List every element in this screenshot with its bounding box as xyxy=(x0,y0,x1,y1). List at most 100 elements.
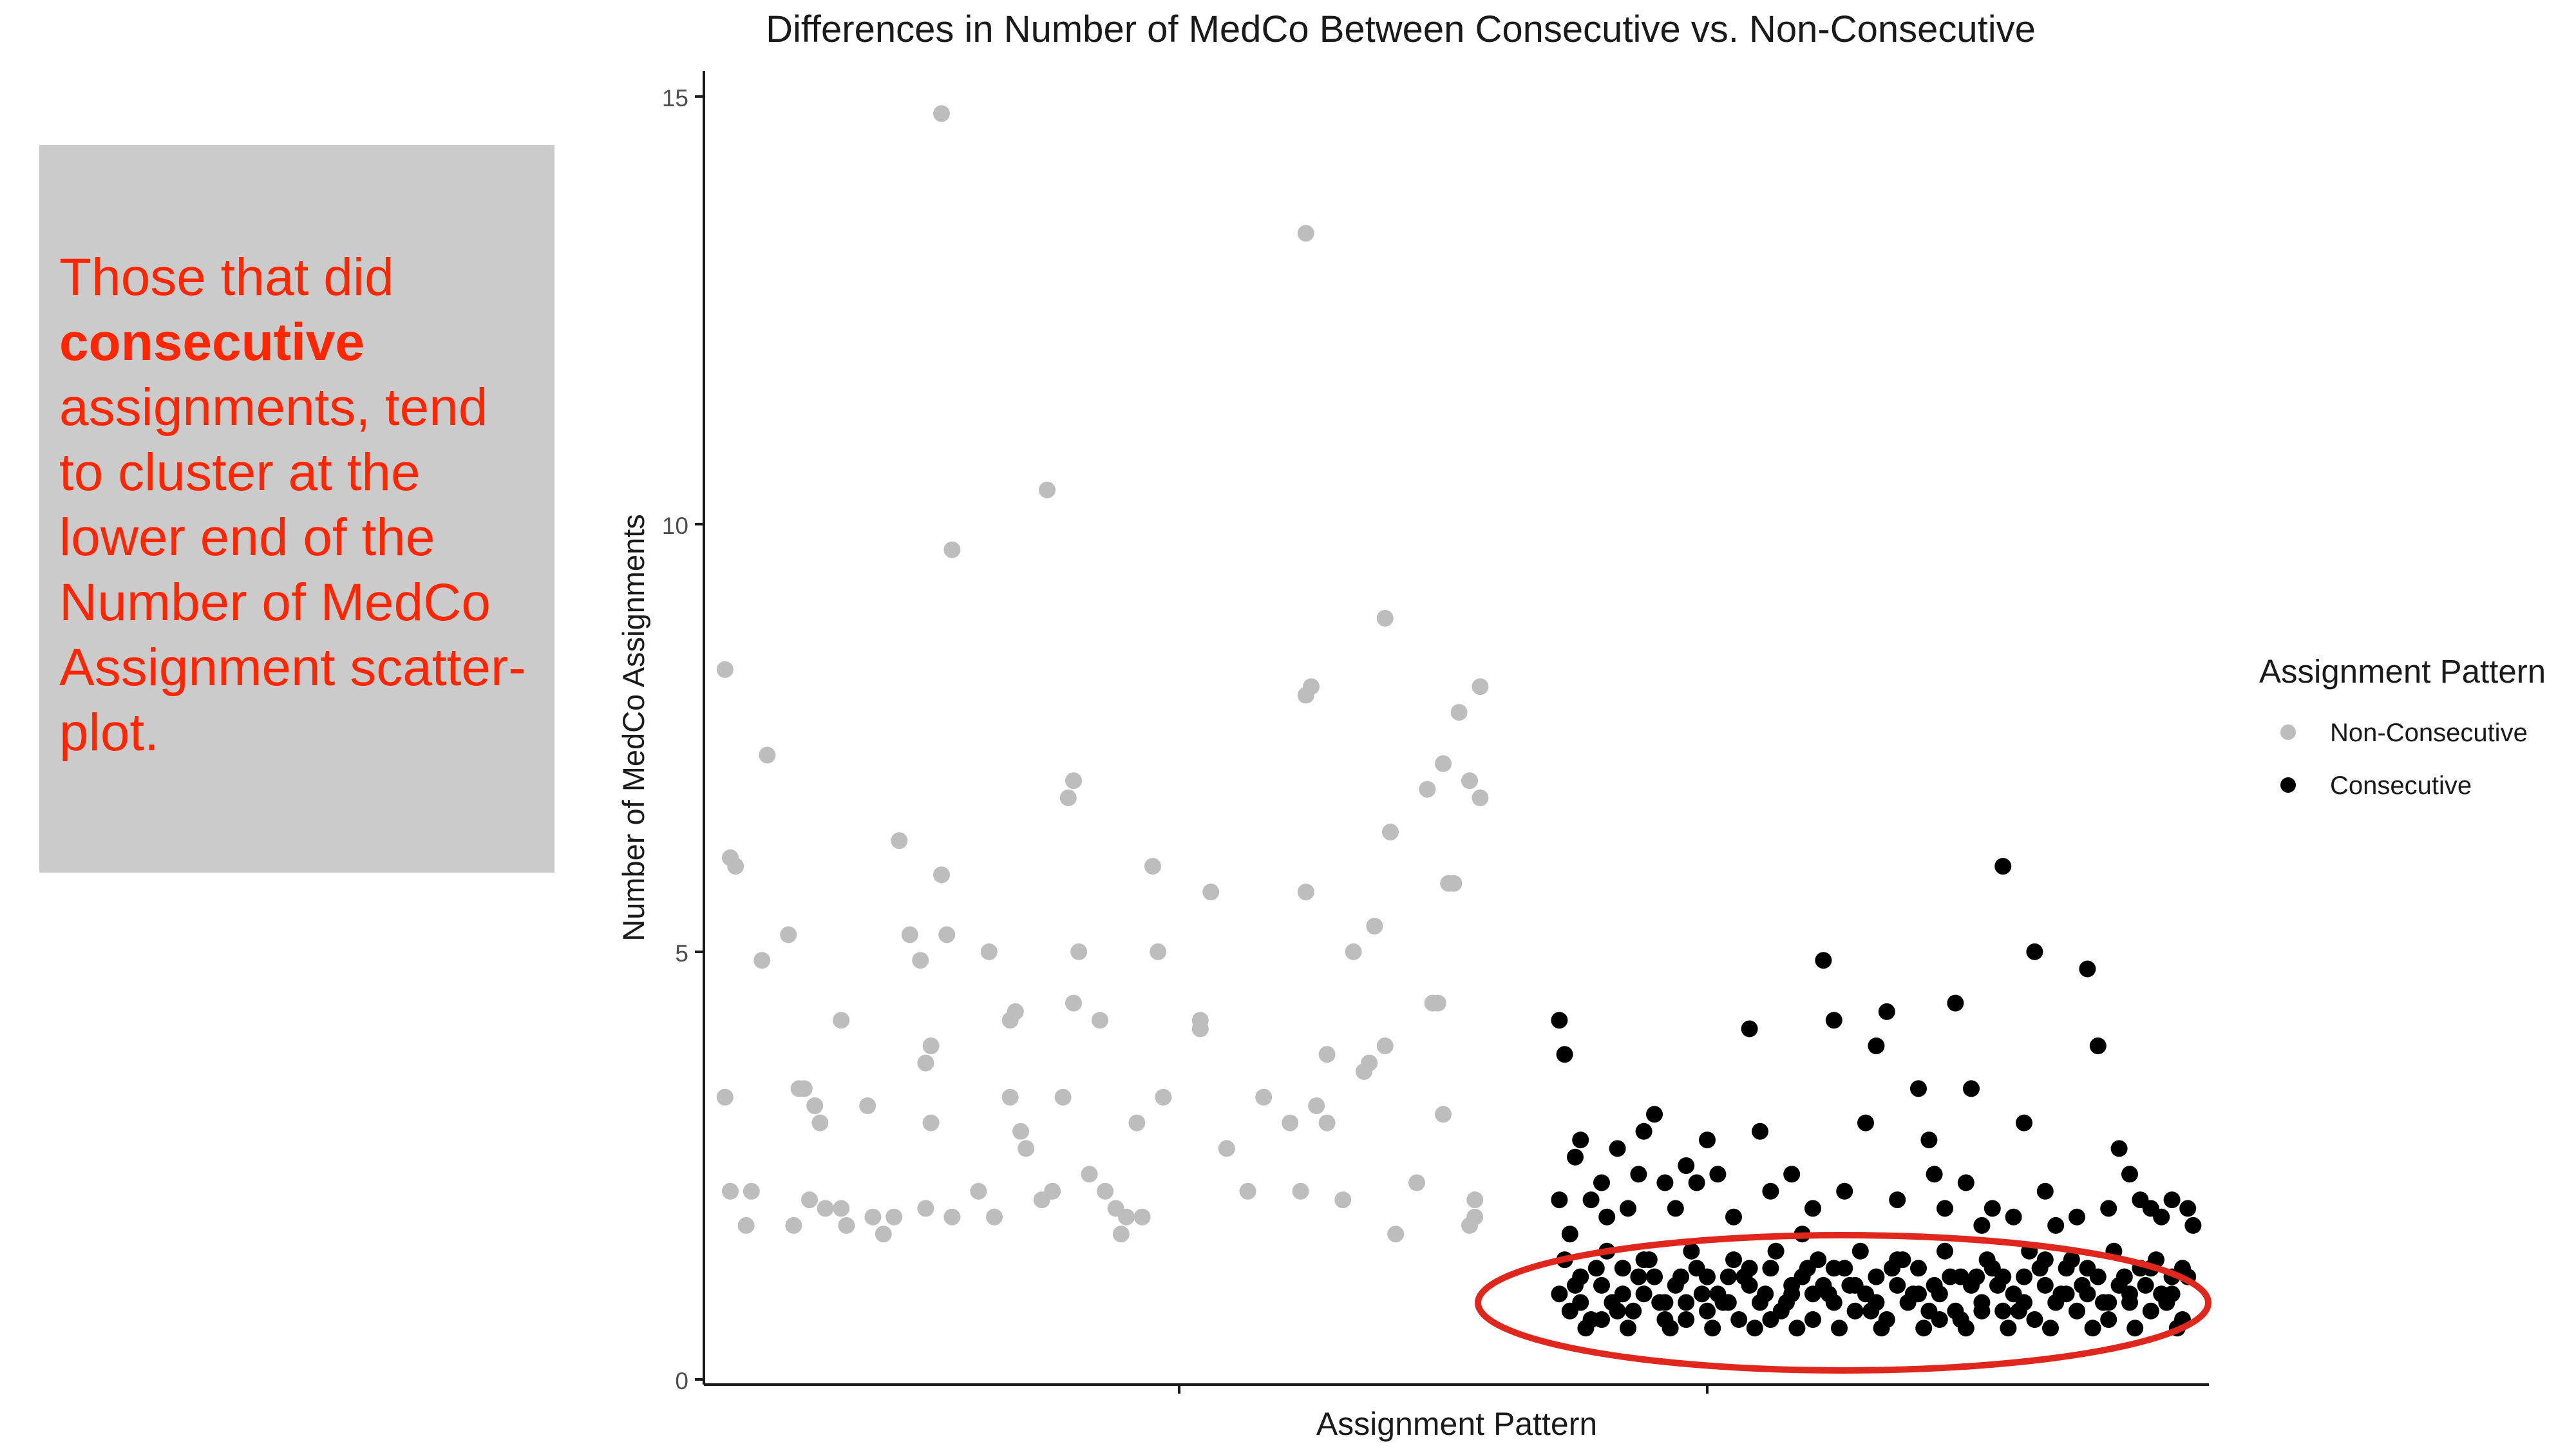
non-consecutive-point xyxy=(1450,704,1468,721)
consecutive-point xyxy=(1752,1122,1768,1140)
non-consecutive-point xyxy=(1018,1140,1035,1157)
consecutive-point xyxy=(1567,1148,1584,1166)
consecutive-point xyxy=(1778,1294,1795,1311)
consecutive-point xyxy=(2036,1251,2054,1269)
consecutive-point xyxy=(1678,1311,1695,1328)
non-consecutive-point xyxy=(1070,943,1088,960)
non-consecutive-point xyxy=(1218,1140,1235,1157)
consecutive-point xyxy=(1973,1302,1991,1320)
non-consecutive-point xyxy=(785,1217,802,1234)
non-consecutive-point xyxy=(1334,1191,1352,1209)
consecutive-point xyxy=(2142,1302,2159,1320)
consecutive-point xyxy=(1620,1320,1636,1337)
y-tick-label: 0 xyxy=(675,1368,688,1394)
legend-label: Non-Consecutive xyxy=(2330,719,2528,747)
callout-line-before: Those that did xyxy=(59,248,394,307)
consecutive-point xyxy=(2100,1311,2117,1328)
consecutive-point xyxy=(1635,1285,1653,1303)
consecutive-point xyxy=(1688,1174,1705,1191)
consecutive-point xyxy=(1968,1268,1985,1285)
consecutive-point xyxy=(2016,1294,2032,1311)
non-consecutive-point xyxy=(1007,1003,1024,1020)
consecutive-point xyxy=(1551,1012,1568,1029)
non-consecutive-point xyxy=(1092,1012,1108,1029)
consecutive-point xyxy=(1683,1242,1700,1260)
non-consecutive-point xyxy=(980,943,998,960)
consecutive-point xyxy=(1804,1285,1821,1303)
non-consecutive-point xyxy=(759,746,776,764)
non-consecutive-point xyxy=(833,1200,850,1217)
non-consecutive-point xyxy=(1303,678,1320,696)
consecutive-point xyxy=(2121,1166,2138,1183)
non-consecutive-point xyxy=(1318,1114,1336,1132)
highlight-ellipse xyxy=(1475,1232,2211,1374)
non-consecutive-point xyxy=(1059,789,1077,806)
non-consecutive-point xyxy=(1461,1217,1478,1234)
consecutive-point xyxy=(1868,1294,1885,1311)
consecutive-point xyxy=(1746,1320,1763,1337)
non-consecutive-point xyxy=(1202,884,1220,900)
consecutive-point xyxy=(2063,1251,2080,1269)
non-consecutive-point xyxy=(1466,1191,1484,1209)
consecutive-point xyxy=(2005,1208,2022,1226)
consecutive-point xyxy=(1551,1285,1568,1303)
consecutive-point xyxy=(1910,1260,1927,1277)
consecutive-point xyxy=(1762,1182,1779,1200)
legend-label: Consecutive xyxy=(2330,772,2472,800)
non-consecutive-point xyxy=(716,1088,734,1106)
consecutive-point xyxy=(2179,1200,2197,1217)
consecutive-point xyxy=(1572,1294,1589,1311)
non-consecutive-point xyxy=(722,1182,739,1200)
consecutive-point xyxy=(1926,1276,1943,1294)
consecutive-point xyxy=(1947,994,1964,1012)
non-consecutive-point xyxy=(917,1200,934,1217)
non-consecutive-point xyxy=(1297,884,1314,900)
consecutive-point xyxy=(1804,1200,1821,1217)
consecutive-point xyxy=(1878,1003,1895,1020)
consecutive-point xyxy=(2100,1200,2117,1217)
consecutive-point xyxy=(1984,1200,2001,1217)
y-tick-label: 15 xyxy=(662,85,688,111)
consecutive-point xyxy=(1937,1200,1953,1217)
consecutive-point xyxy=(1587,1260,1605,1277)
consecutive-point xyxy=(1704,1320,1721,1337)
non-consecutive-point xyxy=(943,1208,961,1226)
non-consecutive-point xyxy=(1472,678,1489,696)
non-consecutive-point xyxy=(1419,781,1436,798)
non-consecutive-point xyxy=(1118,1208,1135,1226)
consecutive-point xyxy=(1593,1311,1610,1328)
consecutive-point xyxy=(1730,1311,1748,1328)
consecutive-point xyxy=(1952,1268,1969,1285)
consecutive-point xyxy=(2163,1285,2181,1303)
consecutive-point xyxy=(1857,1114,1874,1132)
consecutive-point xyxy=(1799,1260,1816,1277)
consecutive-point xyxy=(2026,943,2043,960)
consecutive-point xyxy=(1646,1268,1663,1285)
consecutive-point xyxy=(1994,1302,2012,1320)
non-consecutive-point xyxy=(806,1097,824,1114)
consecutive-point xyxy=(1889,1276,1906,1294)
consecutive-point xyxy=(2036,1276,2054,1294)
non-consecutive-point xyxy=(986,1208,1003,1226)
non-consecutive-point xyxy=(1435,1106,1452,1123)
non-consecutive-point xyxy=(801,1191,818,1209)
consecutive-point xyxy=(2047,1217,2065,1234)
non-consecutive-point xyxy=(1065,772,1082,790)
consecutive-point xyxy=(1994,1268,2012,1285)
consecutive-point xyxy=(1820,1285,1837,1303)
non-consecutive-point xyxy=(938,926,956,943)
consecutive-point xyxy=(2110,1140,2128,1157)
consecutive-point xyxy=(1620,1200,1636,1217)
consecutive-point xyxy=(1709,1166,1727,1183)
consecutive-point xyxy=(1868,1037,1885,1054)
consecutive-point xyxy=(2137,1276,2154,1294)
non-consecutive-point xyxy=(1435,755,1452,772)
non-consecutive-point xyxy=(753,952,771,969)
non-consecutive-point xyxy=(1065,994,1082,1012)
consecutive-point xyxy=(1825,1260,1842,1277)
non-consecutive-point xyxy=(743,1182,760,1200)
consecutive-point xyxy=(1873,1320,1890,1337)
non-consecutive-point xyxy=(716,661,734,678)
non-consecutive-point xyxy=(1150,943,1167,960)
